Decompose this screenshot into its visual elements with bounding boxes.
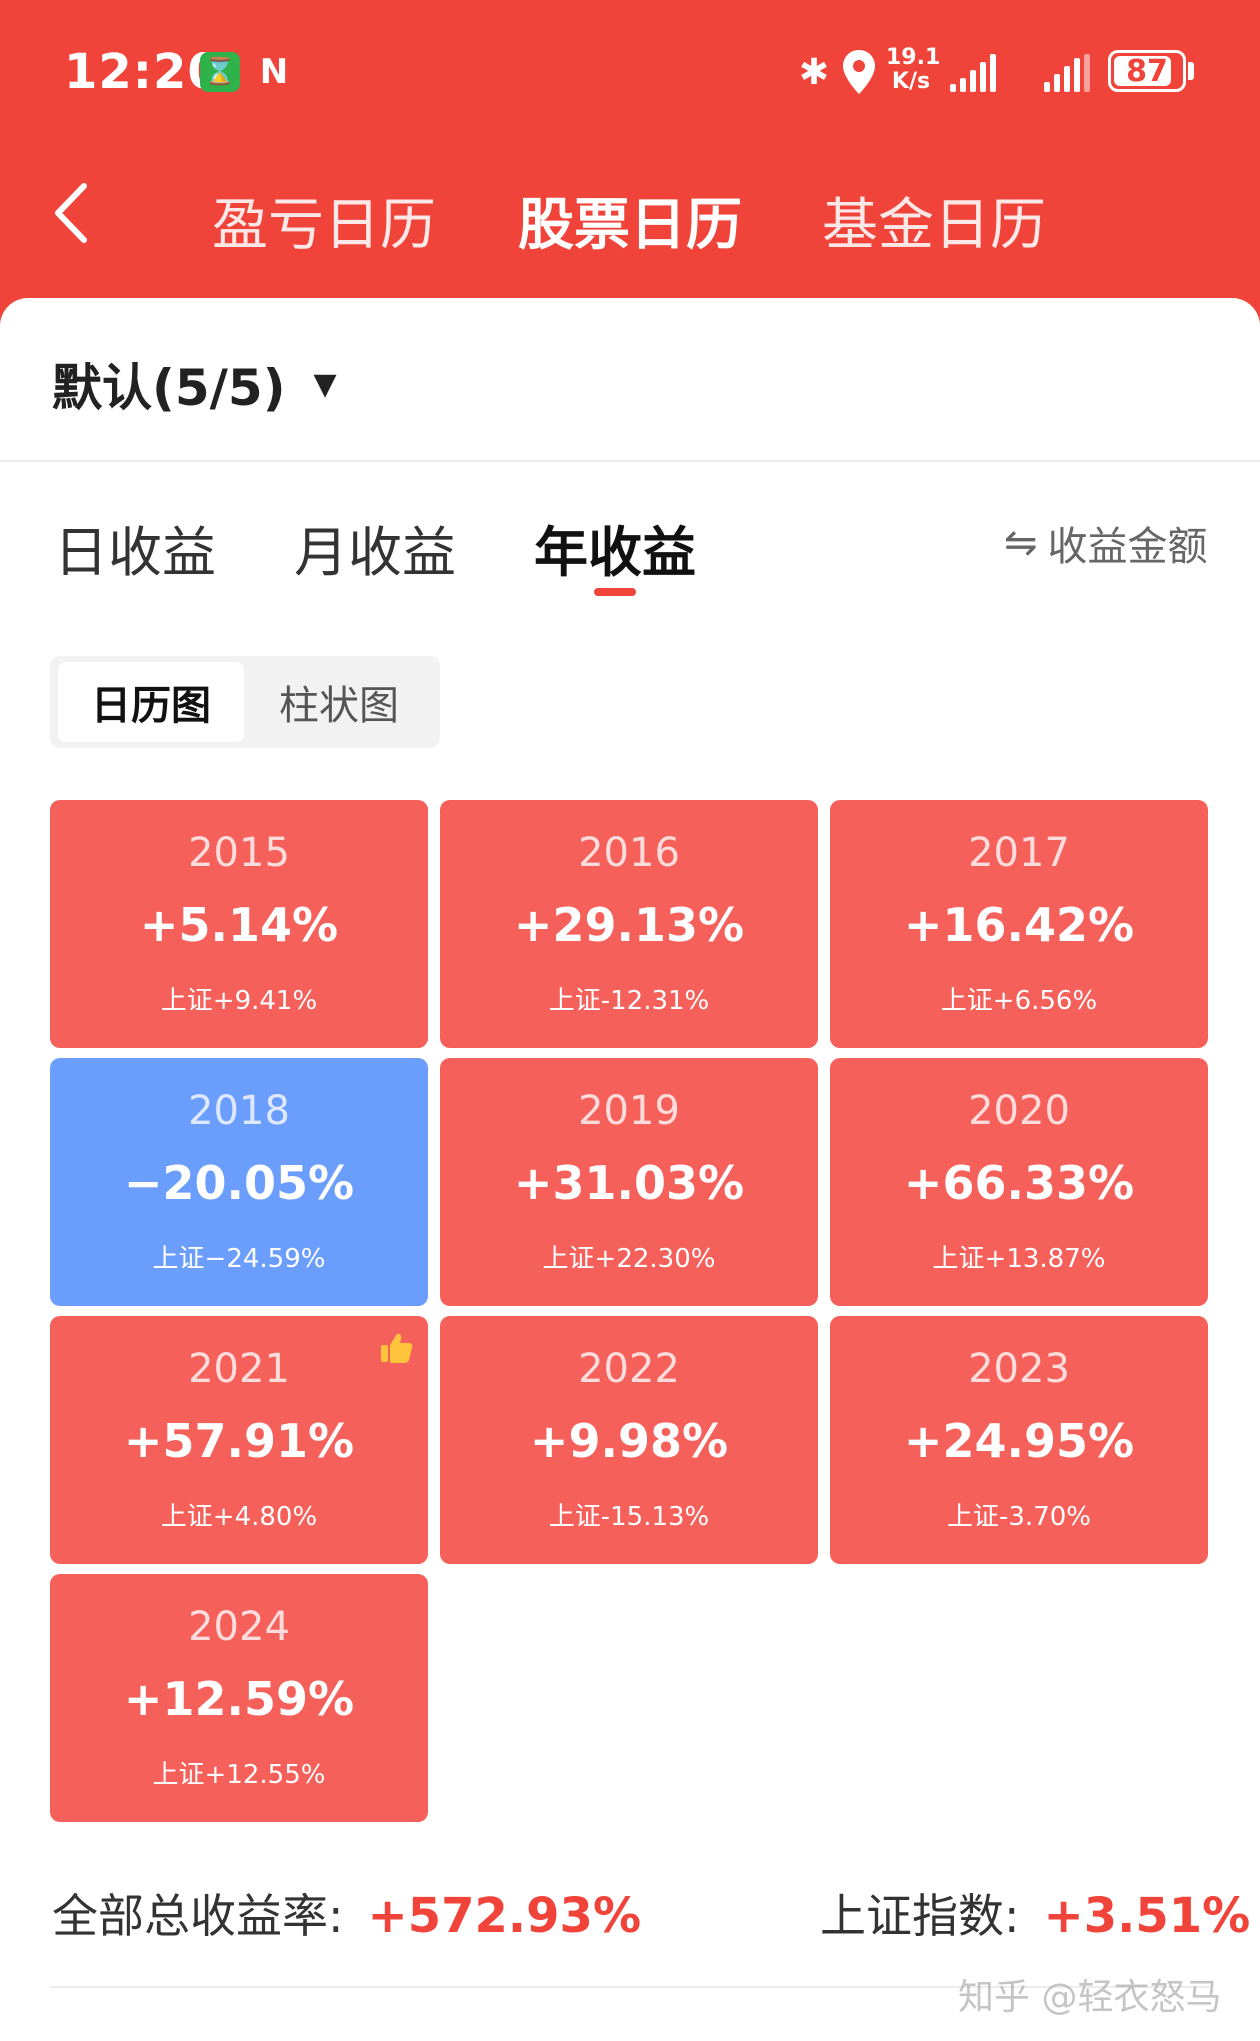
- total-return-value: +572.93%: [367, 1888, 642, 1944]
- index-return: 上证+4.80%: [160, 1502, 318, 1532]
- amount-toggle[interactable]: ⇋ 收益金额: [1004, 514, 1208, 572]
- year-label: 2020: [968, 1088, 1070, 1134]
- hourglass-icon: ⌛: [200, 52, 240, 92]
- year-tile[interactable]: 2019 +31.03% 上证+22.30%: [440, 1058, 818, 1306]
- group-selector[interactable]: 默认(5/5) ▼: [52, 348, 337, 420]
- index-return: 上证+6.56%: [940, 986, 1098, 1016]
- battery-level: 87: [1126, 53, 1168, 89]
- year-return: +24.95%: [903, 1414, 1135, 1468]
- caret-down-icon: ▼: [313, 366, 337, 402]
- chevron-left-icon: [55, 183, 87, 243]
- year-return: +66.33%: [903, 1156, 1135, 1210]
- network-speed: 19.1 K/s: [886, 45, 941, 94]
- year-tile[interactable]: 2021 +57.91% 上证+4.80%: [50, 1316, 428, 1564]
- group-label: 默认(5/5): [52, 359, 286, 417]
- watermark: 知乎 @轻衣怒马: [958, 1977, 1222, 2018]
- tab-profit-calendar[interactable]: 盈亏日历: [212, 193, 436, 258]
- net-speed-unit: K/s: [891, 69, 931, 94]
- tab-stock-calendar[interactable]: 股票日历: [518, 193, 742, 258]
- tab-monthly-return[interactable]: 月收益: [294, 521, 456, 584]
- year-return: +29.13%: [513, 898, 745, 952]
- battery-tip: [1188, 62, 1194, 80]
- swap-icon: ⇋: [1004, 520, 1038, 566]
- index-return: 上证-3.70%: [947, 1502, 1091, 1532]
- nfc-icon: N: [259, 52, 289, 92]
- year-tile[interactable]: 2016 +29.13% 上证-12.31%: [440, 800, 818, 1048]
- year-return: +31.03%: [513, 1156, 745, 1210]
- index-return: 上证-12.31%: [548, 986, 710, 1016]
- calendar-view-button[interactable]: 日历图: [58, 662, 244, 742]
- bar-view-button[interactable]: 柱状图: [279, 683, 399, 729]
- signal-icon: [1044, 52, 1090, 92]
- year-tile[interactable]: 2023 +24.95% 上证-3.70%: [830, 1316, 1208, 1564]
- year-label: 2022: [578, 1346, 680, 1392]
- total-return-label: 全部总收益率:: [52, 1889, 344, 1943]
- battery-icon: 87: [1108, 50, 1186, 92]
- divider: [50, 1986, 1210, 1988]
- index-return: 上证+13.87%: [932, 1244, 1106, 1274]
- active-tab-indicator: [594, 588, 636, 596]
- top-nav: 盈亏日历 股票日历 基金日历: [0, 160, 1260, 270]
- battery-fill: [1114, 56, 1171, 86]
- total-return-summary: 全部总收益率: +572.93%: [52, 1880, 641, 1946]
- divider: [0, 460, 1260, 462]
- year-tile[interactable]: 2022 +9.98% 上证-15.13%: [440, 1316, 818, 1564]
- year-label: 2021: [188, 1346, 290, 1392]
- year-tile[interactable]: 2020 +66.33% 上证+13.87%: [830, 1058, 1208, 1306]
- year-tile[interactable]: 2015 +5.14% 上证+9.41%: [50, 800, 428, 1048]
- year-return: +12.59%: [123, 1672, 355, 1726]
- index-summary: 上证指数: +3.51%: [820, 1880, 1250, 1946]
- year-return: +5.14%: [139, 898, 339, 952]
- year-label: 2019: [578, 1088, 680, 1134]
- index-return: 上证+22.30%: [542, 1244, 716, 1274]
- index-return: 上证-15.13%: [548, 1502, 710, 1532]
- year-label: 2024: [188, 1604, 290, 1650]
- thumbs-up-icon: [378, 1330, 414, 1366]
- year-tile[interactable]: 2024 +12.59% 上证+12.55%: [50, 1574, 428, 1822]
- status-time: 12:20: [64, 44, 222, 100]
- year-label: 2017: [968, 830, 1070, 876]
- tab-fund-calendar[interactable]: 基金日历: [822, 193, 1046, 258]
- tab-daily-return[interactable]: 日收益: [54, 521, 216, 584]
- status-bar: 12:20 ⌛ N ✱ 19.1 K/s 87: [0, 0, 1260, 150]
- year-label: 2018: [188, 1088, 290, 1134]
- location-icon: [840, 48, 878, 96]
- year-tile[interactable]: 2017 +16.42% 上证+6.56%: [830, 800, 1208, 1048]
- year-return: +16.42%: [903, 898, 1135, 952]
- year-tile[interactable]: 2018 −20.05% 上证−24.59%: [50, 1058, 428, 1306]
- amount-toggle-label: 收益金额: [1047, 524, 1208, 570]
- year-label: 2015: [188, 830, 290, 876]
- year-return: −20.05%: [123, 1156, 355, 1210]
- index-label: 上证指数:: [820, 1889, 1020, 1943]
- bluetooth-icon: ✱: [798, 51, 830, 93]
- net-speed-value: 19.1: [886, 45, 941, 70]
- year-label: 2023: [968, 1346, 1070, 1392]
- view-switch: 日历图 柱状图: [50, 656, 440, 748]
- year-return: +9.98%: [529, 1414, 729, 1468]
- index-value: +3.51%: [1043, 1888, 1251, 1944]
- index-return: 上证−24.59%: [152, 1244, 326, 1274]
- back-button[interactable]: [44, 178, 104, 248]
- tab-yearly-return[interactable]: 年收益: [534, 521, 696, 584]
- year-return: +57.91%: [123, 1414, 355, 1468]
- index-return: 上证+9.41%: [160, 986, 318, 1016]
- signal-icon: [950, 52, 996, 92]
- index-return: 上证+12.55%: [152, 1760, 326, 1790]
- content-sheet: 默认(5/5) ▼ 日收益 月收益 年收益 ⇋ 收益金额 日历图 柱状图 201…: [0, 298, 1260, 2041]
- year-label: 2016: [578, 830, 680, 876]
